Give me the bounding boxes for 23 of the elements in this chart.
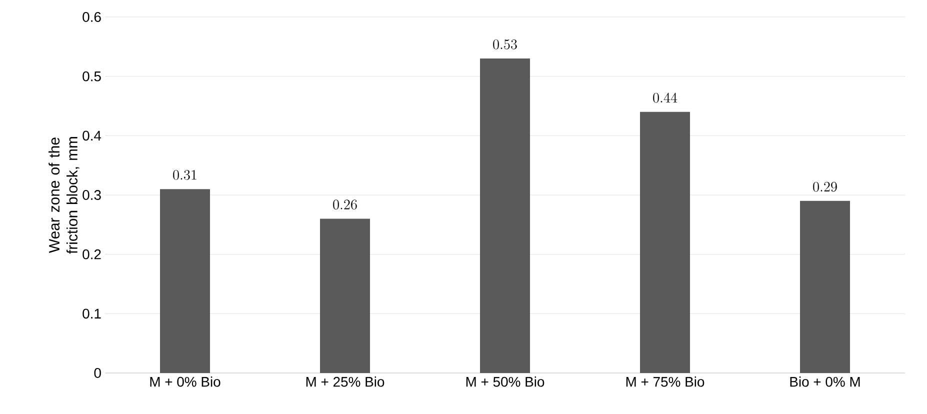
x-tick-label: M + 0% Bio xyxy=(150,376,220,387)
y-tick-label: 0.6 xyxy=(82,12,101,22)
x-tick-label: M + 50% Bio xyxy=(466,376,544,387)
bar xyxy=(160,189,210,373)
y-tick-label: 0 xyxy=(94,368,101,378)
bar xyxy=(800,200,850,373)
data-label: 0.29 xyxy=(813,182,837,192)
y-tick-label: 0.4 xyxy=(82,130,102,141)
x-tick-label: M + 75% Bio xyxy=(626,376,704,387)
data-label: 0.26 xyxy=(333,200,357,210)
y-tick-label: 0.1 xyxy=(82,308,101,319)
y-axis-title: Wear zone of the friction block, mm xyxy=(48,137,80,254)
x-tick-label: M + 25% Bio xyxy=(306,376,384,387)
data-label: 0.44 xyxy=(653,92,678,103)
y-tick-label: 0.2 xyxy=(82,249,101,260)
y-tick-label: 0.5 xyxy=(82,71,101,82)
x-tick-label: Bio + 0% M xyxy=(790,376,860,387)
data-label: 0.53 xyxy=(493,39,517,50)
bar xyxy=(640,112,690,373)
y-tick-label: 0.3 xyxy=(82,190,101,200)
bar xyxy=(320,218,370,373)
data-label: 0.31 xyxy=(173,170,196,180)
bar xyxy=(480,58,530,373)
